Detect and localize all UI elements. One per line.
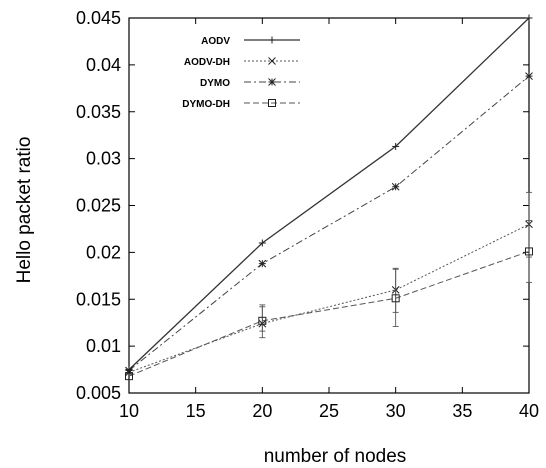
series-aodv-dh bbox=[125, 191, 533, 377]
x-tick-label: 35 bbox=[452, 401, 472, 421]
y-axis-label: Hello packet ratio bbox=[14, 137, 35, 284]
data-point bbox=[258, 316, 267, 325]
x-tick-label: 10 bbox=[119, 401, 139, 421]
y-tick-label: 0.04 bbox=[86, 55, 121, 75]
series-line bbox=[128, 75, 530, 371]
data-point bbox=[392, 142, 400, 150]
legend-item: AODV-DH bbox=[184, 57, 300, 68]
legend-item: DYMO-DH bbox=[182, 99, 300, 110]
series-aodv bbox=[125, 14, 533, 374]
legend-label: AODV-DH bbox=[184, 57, 230, 68]
series-layer bbox=[125, 14, 533, 381]
plot-frame bbox=[128, 17, 530, 394]
y-tick-label: 0.02 bbox=[86, 242, 121, 262]
x-tick-label: 40 bbox=[519, 401, 539, 421]
y-tick-label: 0.01 bbox=[86, 336, 121, 356]
data-point bbox=[525, 14, 533, 22]
data-point bbox=[258, 259, 267, 268]
x-axis: 10 15 20 25 30 35 40 bbox=[119, 18, 539, 421]
legend-marker bbox=[268, 99, 276, 107]
legend-label: DYMO-DH bbox=[182, 99, 230, 110]
y-tick-label: 0.025 bbox=[76, 196, 121, 216]
y-tick-label: 0.03 bbox=[86, 149, 121, 169]
data-point bbox=[125, 372, 133, 381]
data-point bbox=[525, 247, 533, 256]
x-tick-label: 20 bbox=[252, 401, 272, 421]
legend-label: DYMO bbox=[200, 78, 230, 89]
legend-item: AODV bbox=[201, 36, 300, 47]
x-tick-label: 15 bbox=[186, 401, 206, 421]
series-line bbox=[128, 223, 530, 373]
legend-marker bbox=[268, 57, 276, 65]
legend-item: DYMO bbox=[200, 78, 300, 89]
data-point bbox=[391, 294, 400, 303]
x-tick-label: 25 bbox=[319, 401, 339, 421]
y-tick-label: 0.005 bbox=[76, 383, 121, 403]
error-bar bbox=[526, 220, 532, 283]
x-tick-label: 30 bbox=[386, 401, 406, 421]
legend: AODV AODV-DH DYMO DYMO-DH bbox=[182, 36, 300, 110]
y-tick-label: 0.015 bbox=[76, 289, 121, 309]
error-bar bbox=[259, 306, 266, 339]
series-line bbox=[128, 17, 530, 371]
y-tick-label: 0.045 bbox=[76, 8, 121, 28]
legend-marker bbox=[268, 78, 276, 86]
data-point bbox=[525, 72, 533, 80]
y-axis: 0.005 0.01 0.015 0.02 0.025 0.03 0.035 0.04 0.04… bbox=[76, 8, 529, 403]
data-point bbox=[391, 182, 400, 191]
series-dymo bbox=[125, 72, 533, 375]
legend-label: AODV bbox=[201, 36, 230, 47]
y-tick-label: 0.035 bbox=[76, 102, 121, 122]
legend-marker bbox=[268, 36, 276, 44]
data-point bbox=[258, 239, 266, 247]
series-line bbox=[128, 250, 530, 377]
plot-border bbox=[128, 17, 530, 394]
x-axis-label: number of nodes bbox=[264, 446, 407, 467]
series-dymo-dh bbox=[125, 220, 533, 381]
